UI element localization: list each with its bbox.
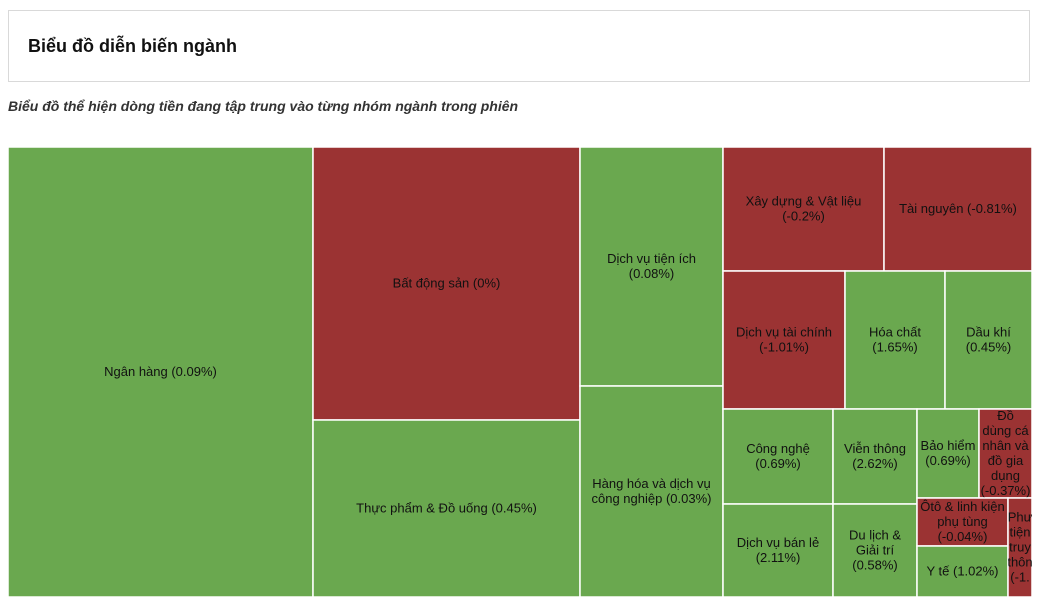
chart-subtitle: Biểu đồ thể hiện dòng tiền đang tập trun… xyxy=(8,98,519,114)
tile-label: Đồ dùng cá nhân và đồ gia dụng (-0.37%) xyxy=(981,408,1031,498)
tile-y-te[interactable]: Y tế (1.02%) xyxy=(916,545,1009,597)
tile-label: Xây dựng & Vật liệu (-0.2%) xyxy=(746,194,862,224)
tile-xay-dung-vat-lieu[interactable]: Xây dựng & Vật liệu (-0.2%) xyxy=(722,147,885,272)
tile-rect xyxy=(916,545,1009,597)
tile-phuong-tien-truyen-thong[interactable]: Phư tiện truy thôn (-1. xyxy=(1007,497,1032,597)
tile-ngan-hang[interactable]: Ngân hàng (0.09%) xyxy=(8,147,314,597)
tile-label: Phư tiện truy thôn (-1. xyxy=(1007,510,1032,585)
tile-rect xyxy=(1007,497,1032,597)
tile-rect xyxy=(312,419,581,597)
tile-rect xyxy=(722,503,834,597)
tile-rect xyxy=(944,270,1032,410)
tile-label: Thực phẩm & Đồ uống (0.45%) xyxy=(356,501,537,516)
tile-label: Tài nguyên (-0.81%) xyxy=(899,201,1017,216)
tile-rect xyxy=(978,408,1032,499)
tile-label: Hóa chất (1.65%) xyxy=(869,325,921,355)
tile-rect xyxy=(832,408,918,505)
tile-rect xyxy=(916,408,980,499)
tile-label: Ngân hàng (0.09%) xyxy=(104,364,217,379)
tile-label: Công nghệ (0.69%) xyxy=(746,441,810,471)
tile-hoa-chat[interactable]: Hóa chất (1.65%) xyxy=(844,270,946,410)
tile-bao-hiem[interactable]: Bảo hiểm (0.69%) xyxy=(916,408,980,499)
tile-cong-nghe[interactable]: Công nghệ (0.69%) xyxy=(722,408,834,505)
tile-dich-vu-tai-chinh[interactable]: Dịch vụ tài chính (-1.01%) xyxy=(722,270,846,410)
tile-dau-khi[interactable]: Dầu khí (0.45%) xyxy=(944,270,1032,410)
tile-du-lich-giai-tri[interactable]: Du lịch & Giải trí (0.58%) xyxy=(832,503,918,597)
tile-label: Dầu khí (0.45%) xyxy=(966,325,1012,355)
tile-label: Ôtô & linh kiện phụ tùng (-0.04%) xyxy=(920,499,1005,544)
tile-rect xyxy=(8,147,314,597)
tile-label: Du lịch & Giải trí (0.58%) xyxy=(849,528,901,573)
tile-label: Dịch vụ tài chính (-1.01%) xyxy=(736,325,832,355)
tile-label: Y tế (1.02%) xyxy=(926,564,998,579)
tile-bat-dong-san[interactable]: Bất động sản (0%) xyxy=(312,147,581,421)
tile-rect xyxy=(722,147,885,272)
tile-label: Bất động sản (0%) xyxy=(393,276,501,291)
tile-rect xyxy=(579,385,724,597)
tile-rect xyxy=(722,408,834,505)
tile-tai-nguyen[interactable]: Tài nguyên (-0.81%) xyxy=(883,147,1032,272)
chart-title: Biểu đồ diễn biến ngành xyxy=(28,36,237,56)
tile-oto-linh-kien-phu-tung[interactable]: Ôtô & linh kiện phụ tùng (-0.04%) xyxy=(916,497,1009,547)
tile-dich-vu-ban-le[interactable]: Dịch vụ bán lẻ (2.11%) xyxy=(722,503,834,597)
tile-label: Viễn thông (2.62%) xyxy=(844,441,906,471)
tile-dich-vu-tien-ich[interactable]: Dịch vụ tiện ích (0.08%) xyxy=(579,147,724,387)
tile-label: Hàng hóa và dịch vụ công nghiệp (0.03%) xyxy=(592,476,712,506)
treemap-svg: Ngân hàng (0.09%) Bất động sản (0%) Thực p… xyxy=(8,147,1032,597)
tile-thuc-pham-do-uong[interactable]: Thực phẩm & Đồ uống (0.45%) xyxy=(312,419,581,597)
tile-label: Dịch vụ bán lẻ (2.11%) xyxy=(737,535,819,565)
tile-vien-thong[interactable]: Viễn thông (2.62%) xyxy=(832,408,918,505)
tile-hang-hoa-va-dich-vu-cong-nghiep[interactable]: Hàng hóa và dịch vụ công nghiệp (0.03%) xyxy=(579,385,724,597)
tile-rect xyxy=(579,147,724,387)
tile-rect xyxy=(312,147,581,421)
chart-header-box: Biểu đồ diễn biến ngành xyxy=(8,10,1030,82)
tile-label: Dịch vụ tiện ích (0.08%) xyxy=(607,251,696,281)
sector-treemap: Ngân hàng (0.09%) Bất động sản (0%) Thực p… xyxy=(8,147,1032,597)
tile-label: Bảo hiểm (0.69%) xyxy=(921,438,976,468)
tile-do-dung-ca-nhan-va-do-gia-dung[interactable]: Đồ dùng cá nhân và đồ gia dụng (-0.37%) xyxy=(978,408,1032,499)
